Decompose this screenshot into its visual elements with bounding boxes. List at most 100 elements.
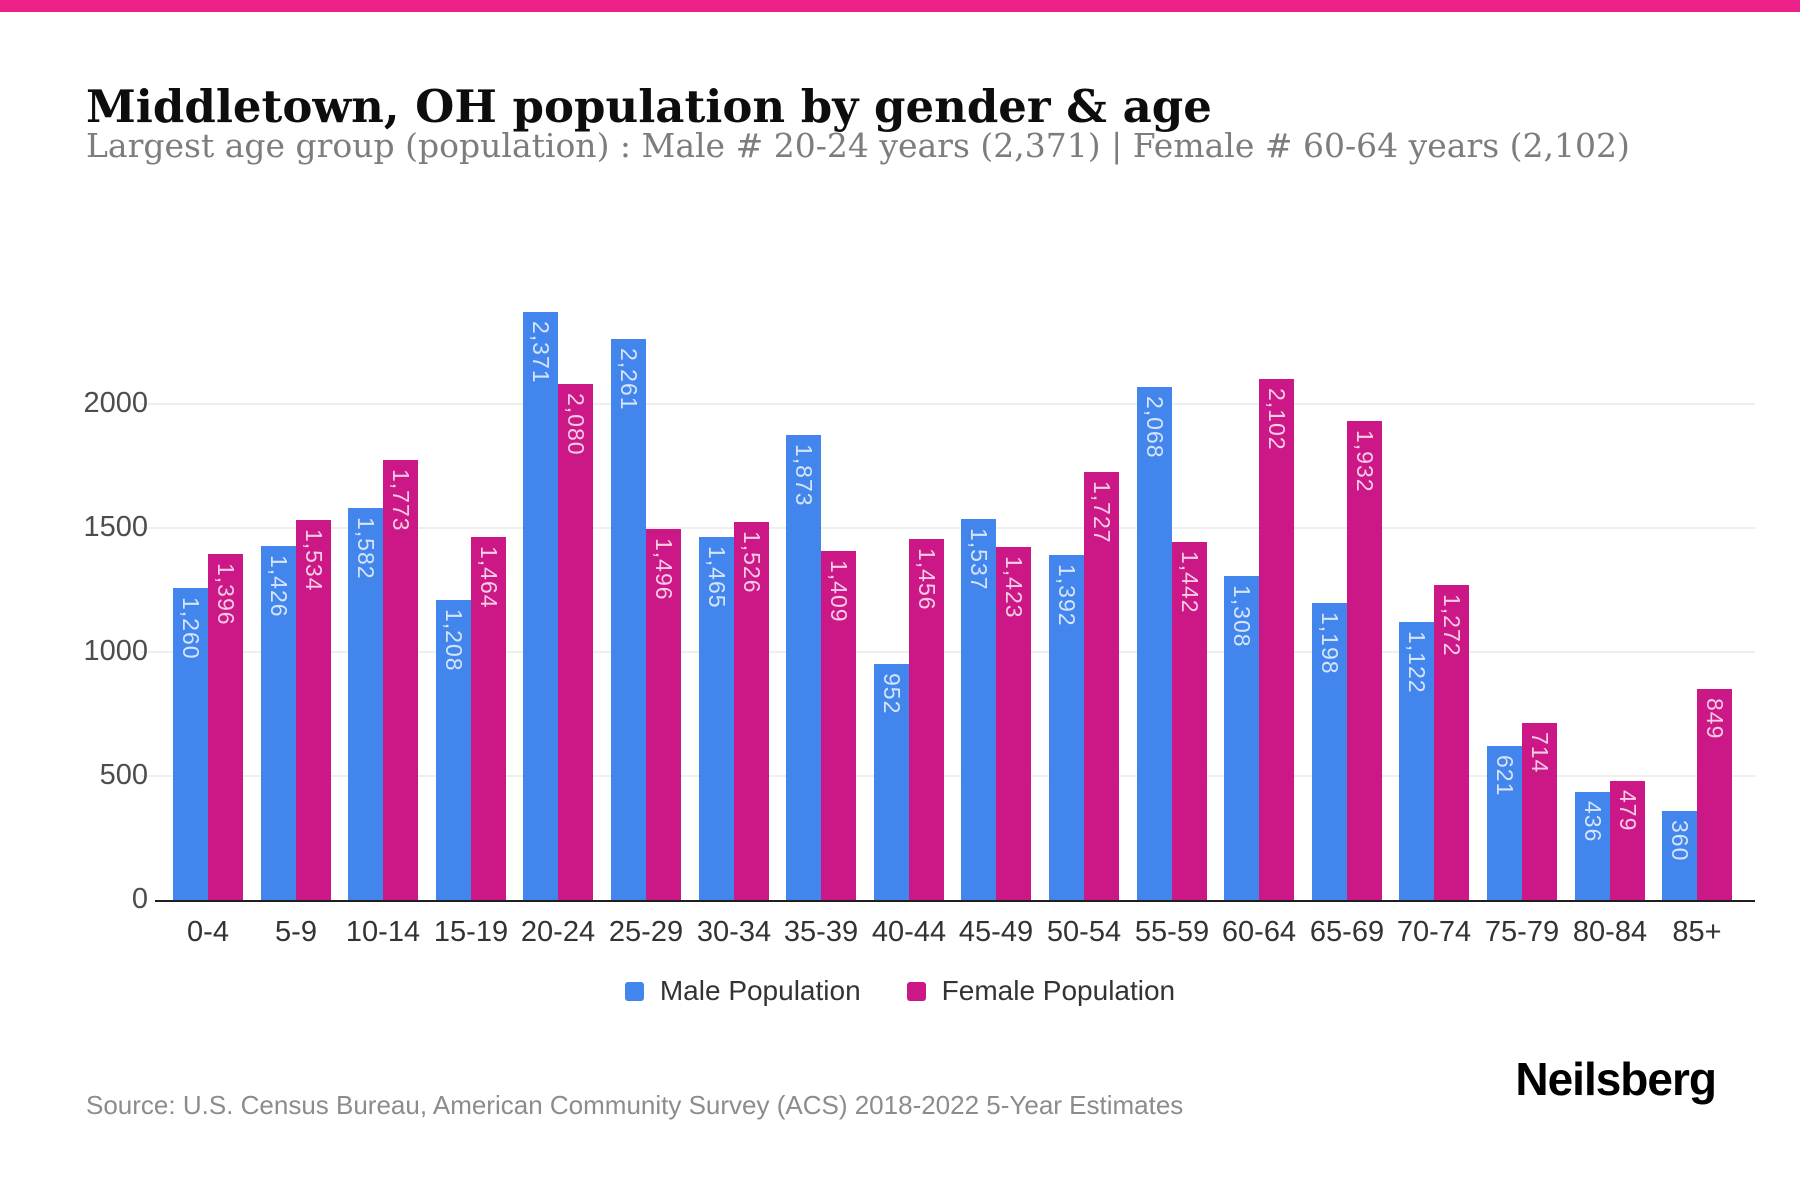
gridline-2000	[140, 403, 1755, 405]
bar-value-label: 1,308	[1229, 585, 1255, 648]
x-axis-tick-20-24: 20-24	[520, 916, 596, 948]
bar-female-30-34: 1,526	[734, 522, 769, 900]
bar-male-25-29: 2,261	[611, 339, 646, 900]
bar-value-label: 621	[1492, 755, 1518, 797]
bar-value-label: 1,932	[1352, 430, 1378, 493]
y-axis-tick-500: 500	[99, 759, 148, 791]
bar-male-40-44: 952	[874, 664, 909, 900]
bar-female-45-49: 1,423	[996, 547, 1031, 900]
bar-female-20-24: 2,080	[558, 384, 593, 900]
bar-value-label: 1,260	[178, 597, 204, 660]
bar-female-0-4: 1,396	[208, 554, 243, 900]
female-swatch-icon	[906, 981, 926, 1001]
bar-value-label: 714	[1527, 732, 1553, 774]
bar-male-80-84: 436	[1575, 792, 1610, 900]
x-axis-tick-15-19: 15-19	[433, 916, 509, 948]
male-swatch-icon	[624, 981, 644, 1001]
gridline-1500	[140, 527, 1755, 529]
bar-value-label: 1,582	[353, 517, 379, 580]
bar-female-70-74: 1,272	[1434, 585, 1469, 900]
neilsberg-logo: Neilsberg	[1515, 1053, 1717, 1105]
y-axis-tick-1500: 1500	[83, 511, 148, 543]
bar-male-50-54: 1,392	[1049, 555, 1084, 900]
x-axis-tick-85+: 85+	[1672, 916, 1722, 948]
legend-item-female[interactable]: Female Population	[906, 975, 1176, 1007]
bar-male-55-59: 2,068	[1137, 387, 1172, 900]
bar-value-label: 1,534	[301, 529, 327, 592]
bar-value-label: 1,465	[704, 546, 730, 609]
bar-value-label: 479	[1615, 790, 1641, 832]
x-axis-tick-70-74: 70-74	[1396, 916, 1472, 948]
bar-female-40-44: 1,456	[909, 539, 944, 900]
bar-value-label: 952	[879, 673, 905, 715]
x-axis-tick-40-44: 40-44	[871, 916, 947, 948]
brand-accent-strip	[0, 0, 1800, 12]
bar-value-label: 1,526	[739, 531, 765, 594]
bar-value-label: 436	[1580, 801, 1606, 843]
bar-value-label: 2,261	[616, 348, 642, 411]
bar-male-15-19: 1,208	[436, 600, 471, 900]
source-attribution: Source: U.S. Census Bureau, American Com…	[86, 1090, 1184, 1120]
bar-female-25-29: 1,496	[646, 529, 681, 900]
bar-value-label: 2,068	[1142, 396, 1168, 459]
bar-female-50-54: 1,727	[1084, 472, 1119, 900]
legend-label-male: Male Population	[659, 975, 861, 1006]
chart-subtitle: Largest age group (population) : Male # …	[86, 126, 1630, 165]
bar-female-75-79: 714	[1522, 723, 1557, 900]
bar-value-label: 1,423	[1001, 556, 1027, 619]
bar-value-label: 1,456	[914, 548, 940, 611]
bar-value-label: 1,426	[266, 555, 292, 618]
x-axis-tick-35-39: 35-39	[783, 916, 859, 948]
bar-value-label: 360	[1667, 820, 1693, 862]
bar-value-label: 1,773	[388, 469, 414, 532]
x-axis-tick-25-29: 25-29	[608, 916, 684, 948]
bar-value-label: 1,409	[826, 560, 852, 623]
x-axis-tick-45-49: 45-49	[958, 916, 1034, 948]
gridline-1000	[140, 651, 1755, 653]
gridline-500	[140, 775, 1755, 777]
x-axis-tick-75-79: 75-79	[1484, 916, 1560, 948]
bar-female-55-59: 1,442	[1172, 542, 1207, 900]
bar-female-5-9: 1,534	[296, 520, 331, 900]
x-axis-tick-30-34: 30-34	[696, 916, 772, 948]
bar-male-60-64: 1,308	[1224, 576, 1259, 900]
x-axis-tick-80-84: 80-84	[1572, 916, 1648, 948]
y-axis-tick-2000: 2000	[83, 387, 148, 419]
bar-value-label: 2,080	[563, 393, 589, 456]
bar-female-85+: 849	[1697, 689, 1732, 900]
legend-item-male[interactable]: Male Population	[624, 975, 861, 1007]
bar-male-85+: 360	[1662, 811, 1697, 900]
bar-male-20-24: 2,371	[523, 312, 558, 900]
bar-male-75-79: 621	[1487, 746, 1522, 900]
bar-male-30-34: 1,465	[699, 537, 734, 900]
chart-title: Middletown, OH population by gender & ag…	[86, 80, 1212, 134]
bar-value-label: 1,464	[476, 546, 502, 609]
bar-value-label: 1,537	[966, 528, 992, 591]
bar-male-35-39: 1,873	[786, 435, 821, 900]
bar-female-60-64: 2,102	[1259, 379, 1294, 900]
bar-female-10-14: 1,773	[383, 460, 418, 900]
bar-male-10-14: 1,582	[348, 508, 383, 900]
x-axis-tick-5-9: 5-9	[275, 916, 317, 948]
bar-value-label: 2,102	[1264, 388, 1290, 451]
y-axis-tick-0: 0	[131, 883, 148, 915]
y-axis-tick-1000: 1000	[83, 635, 148, 667]
bar-value-label: 2,371	[528, 321, 554, 384]
bar-value-label: 1,727	[1089, 481, 1115, 544]
x-axis-tick-0-4: 0-4	[187, 916, 229, 948]
x-axis-tick-10-14: 10-14	[345, 916, 421, 948]
x-axis-tick-60-64: 60-64	[1221, 916, 1297, 948]
bar-value-label: 1,392	[1054, 564, 1080, 627]
bar-value-label: 1,496	[651, 538, 677, 601]
bar-male-70-74: 1,122	[1399, 622, 1434, 900]
bar-value-label: 1,208	[441, 609, 467, 672]
x-axis-tick-65-69: 65-69	[1309, 916, 1385, 948]
x-axis-tick-55-59: 55-59	[1134, 916, 1210, 948]
x-axis-tick-50-54: 50-54	[1046, 916, 1122, 948]
bar-male-0-4: 1,260	[173, 588, 208, 900]
legend-label-female: Female Population	[941, 975, 1176, 1006]
bar-male-65-69: 1,198	[1312, 603, 1347, 900]
bar-male-45-49: 1,537	[961, 519, 996, 900]
bar-value-label: 1,873	[791, 444, 817, 507]
